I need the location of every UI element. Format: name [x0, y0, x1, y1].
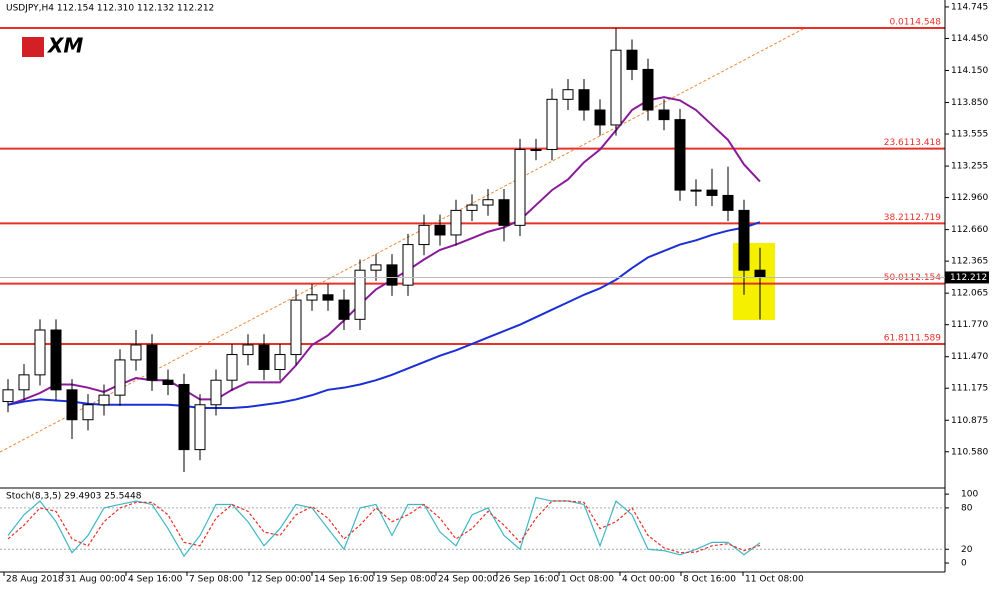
logo-text: XM — [46, 34, 83, 58]
candle-body — [466, 204, 478, 211]
indicator-title: Stoch(8,3,5) 29.4903 25.5448 — [6, 492, 142, 502]
x-tick-label: 12 Sep 00:00 — [251, 575, 311, 585]
candle-body — [354, 269, 366, 320]
x-tick-label: 8 Oct 16:00 — [683, 575, 736, 585]
y-tick-label: 80 — [961, 503, 973, 513]
fib-label: 23.6113.418 — [884, 138, 942, 148]
candle-body — [642, 68, 654, 111]
y-tick-label: 111.770 — [951, 320, 988, 330]
x-tick-label: 14 Sep 16:00 — [314, 575, 374, 585]
candle-body — [402, 244, 414, 286]
candle-body — [434, 224, 446, 236]
y-tick-label: 112.960 — [951, 193, 988, 203]
chart-title: USDJPY,H4 112.154 112.310 112.132 112.21… — [6, 4, 214, 14]
candle-body — [114, 359, 126, 396]
current-price-box — [945, 271, 989, 284]
x-tick-label: 28 Aug 2018 — [6, 575, 64, 585]
y-tick-label: 114.150 — [951, 66, 988, 76]
candle-body — [594, 109, 606, 126]
fib-label: 0.0114.548 — [889, 17, 941, 27]
y-tick-label: 113.850 — [951, 98, 988, 108]
fib-label: 61.8111.589 — [884, 333, 942, 343]
candle-body — [674, 119, 686, 191]
y-tick-label: 0 — [961, 559, 967, 569]
candle-body — [738, 209, 750, 271]
candle-body — [658, 109, 670, 121]
candle-body — [50, 329, 62, 391]
candle-body — [210, 379, 222, 406]
y-tick-label: 114.450 — [951, 34, 988, 44]
candle-body — [82, 404, 94, 421]
y-tick-label: 112.065 — [951, 289, 988, 299]
candle-body — [514, 149, 526, 226]
candle-body — [226, 354, 238, 381]
candle-body — [754, 269, 766, 278]
candle-body — [562, 89, 574, 100]
candle-body — [130, 344, 142, 361]
candle-body — [242, 344, 254, 356]
y-tick-label: 110.875 — [951, 416, 988, 426]
x-tick-label: 1 Oct 08:00 — [561, 575, 614, 585]
candle-body — [322, 294, 334, 301]
y-tick-label: 111.470 — [951, 352, 988, 362]
candle-body — [706, 189, 718, 196]
y-tick-label: 112.365 — [951, 257, 988, 267]
candle-body — [722, 194, 734, 211]
y-tick-label: 112.660 — [951, 225, 988, 235]
candle-body — [546, 98, 558, 151]
x-tick-label: 26 Sep 16:00 — [499, 575, 559, 585]
y-tick-label: 110.580 — [951, 447, 988, 457]
y-tick-label: 113.555 — [951, 130, 988, 140]
candle-body — [306, 294, 318, 301]
x-tick-label: 4 Oct 00:00 — [622, 575, 675, 585]
candle-body — [194, 404, 206, 451]
logo-mark — [22, 37, 44, 57]
candle-body — [338, 299, 350, 320]
moving-average — [7, 96, 761, 406]
candle-body — [530, 149, 542, 152]
candle-body — [162, 379, 174, 385]
candle-body — [482, 199, 494, 206]
candle-body — [2, 389, 14, 403]
candle-body — [498, 199, 510, 226]
candle-body — [258, 344, 270, 371]
x-tick-label: 11 Oct 08:00 — [745, 575, 804, 585]
stoch-line — [7, 496, 761, 558]
candle-body — [274, 354, 286, 371]
fib-label: 38.2112.719 — [884, 213, 942, 223]
candle-body — [578, 89, 590, 111]
x-tick-label: 19 Sep 08:00 — [376, 575, 436, 585]
candle-body — [178, 383, 190, 451]
moving-average — [7, 221, 761, 409]
stoch-line — [7, 500, 761, 554]
candle-body — [370, 264, 382, 271]
candle-body — [18, 374, 30, 391]
candle-body — [98, 394, 110, 406]
x-tick-label: 7 Sep 08:00 — [189, 575, 244, 585]
current-price-label: 112.212 — [950, 273, 987, 283]
trend-line — [0, 27, 806, 453]
x-tick-label: 4 Sep 16:00 — [128, 575, 183, 585]
candle-body — [450, 209, 462, 236]
candle-body — [626, 49, 638, 70]
y-tick-label: 111.175 — [951, 384, 988, 394]
y-tick-label: 114.745 — [951, 2, 988, 12]
candle-body — [34, 329, 46, 376]
x-tick-label: 24 Sep 00:00 — [438, 575, 498, 585]
candle-body — [290, 299, 302, 356]
logo: XM — [22, 34, 83, 58]
candle-body — [610, 49, 622, 126]
fib-label: 50.0112.154 — [884, 273, 942, 283]
x-tick-label: 31 Aug 00:00 — [65, 575, 126, 585]
candle-body — [418, 224, 430, 246]
y-tick-label: 20 — [961, 545, 973, 555]
candle-body — [66, 389, 78, 421]
candle-body — [386, 264, 398, 286]
y-tick-label: 100 — [961, 490, 978, 500]
candle-body — [146, 344, 158, 381]
y-tick-label: 113.255 — [951, 162, 988, 172]
candle-body — [690, 189, 702, 192]
